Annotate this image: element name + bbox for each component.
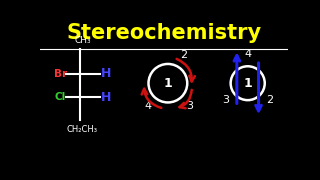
Text: H: H xyxy=(101,68,111,80)
Text: CH₂CH₃: CH₂CH₃ xyxy=(66,125,97,134)
Text: 1: 1 xyxy=(243,77,252,90)
Text: 1: 1 xyxy=(164,77,172,90)
Text: 2: 2 xyxy=(266,95,273,105)
Text: 4: 4 xyxy=(144,101,151,111)
Text: 3: 3 xyxy=(222,95,229,105)
Text: H: H xyxy=(101,91,111,104)
Text: Br: Br xyxy=(53,69,67,79)
Text: 3: 3 xyxy=(186,101,193,111)
Text: Cl: Cl xyxy=(54,92,66,102)
Text: 4: 4 xyxy=(244,49,251,59)
Text: Stereochemistry: Stereochemistry xyxy=(67,23,261,43)
Text: 2: 2 xyxy=(180,50,187,60)
Text: CH₃: CH₃ xyxy=(74,36,91,45)
